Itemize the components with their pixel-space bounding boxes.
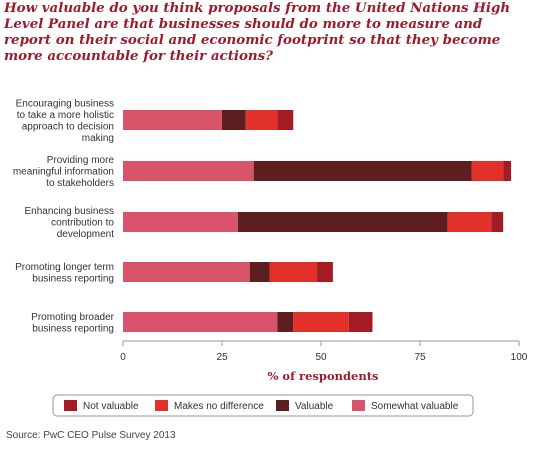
legend-label-makes-no-difference: Makes no difference (174, 401, 264, 412)
x-tick-label-0: 0 (120, 352, 126, 363)
category-label-5: Promoting broader business reporting (31, 312, 114, 335)
x-axis-ticks: 0 25 50 75 100 (120, 341, 528, 363)
x-axis-title: % of respondents (268, 369, 379, 383)
category-labels: Encouraging business to take a more holis… (13, 98, 115, 334)
x-tick-label-50: 50 (315, 352, 327, 363)
bar-segment-4-valuable (249, 262, 270, 282)
bar-segment-4-somewhat-valuable (123, 262, 250, 282)
bar-segment-3-somewhat-valuable (123, 212, 238, 232)
bar-segment-4-not-valuable (317, 262, 333, 282)
legend: Not valuable Makes no difference Valuable S… (52, 394, 474, 417)
bar-segment-2-not-valuable (503, 161, 512, 181)
bar-segment-3-valuable (237, 212, 448, 232)
bars-layer (123, 110, 512, 332)
legend-swatch-not-valuable (64, 400, 77, 411)
bar-segment-5-somewhat-valuable (123, 312, 278, 332)
legend-swatch-somewhat-valuable (352, 400, 365, 411)
legend-label-valuable: Valuable (295, 401, 334, 412)
bar-segment-5-valuable (277, 312, 294, 332)
bar-segment-3-makes-no-difference (447, 212, 492, 232)
bar-segment-2-valuable (253, 161, 472, 181)
bar-segment-1-not-valuable (277, 110, 294, 130)
bar-segment-4-makes-no-difference (269, 262, 318, 282)
bar-segment-1-somewhat-valuable (123, 110, 222, 130)
legend-label-somewhat-valuable: Somewhat valuable (371, 401, 459, 412)
category-label-3: Enhancing business contribution to develop… (24, 206, 114, 240)
source-note: Source: PwC CEO Pulse Survey 2013 (6, 430, 176, 441)
bar-segment-1-makes-no-difference (245, 110, 278, 130)
category-label-2: Providing more meaningful information to s… (13, 155, 115, 189)
legend-label-not-valuable: Not valuable (83, 401, 139, 412)
bar-segment-1-valuable (222, 110, 246, 130)
chart-title: How valuable do you think proposals from… (4, 0, 511, 64)
legend-swatch-valuable (276, 400, 289, 411)
x-tick-label-25: 25 (216, 352, 228, 363)
legend-swatch-makes-no-difference (155, 400, 168, 411)
category-label-1: Encouraging business to take a more holis… (16, 98, 114, 144)
bar-segment-3-not-valuable (491, 212, 504, 232)
bar-segment-2-makes-no-difference (471, 161, 504, 181)
bar-segment-5-makes-no-difference (293, 312, 349, 332)
category-label-4: Promoting longer term business reporting (15, 262, 114, 285)
bar-segment-5-not-valuable (348, 312, 373, 332)
x-tick-label-75: 75 (414, 352, 426, 363)
x-tick-label-100: 100 (511, 352, 528, 363)
bar-segment-2-somewhat-valuable (123, 161, 254, 181)
